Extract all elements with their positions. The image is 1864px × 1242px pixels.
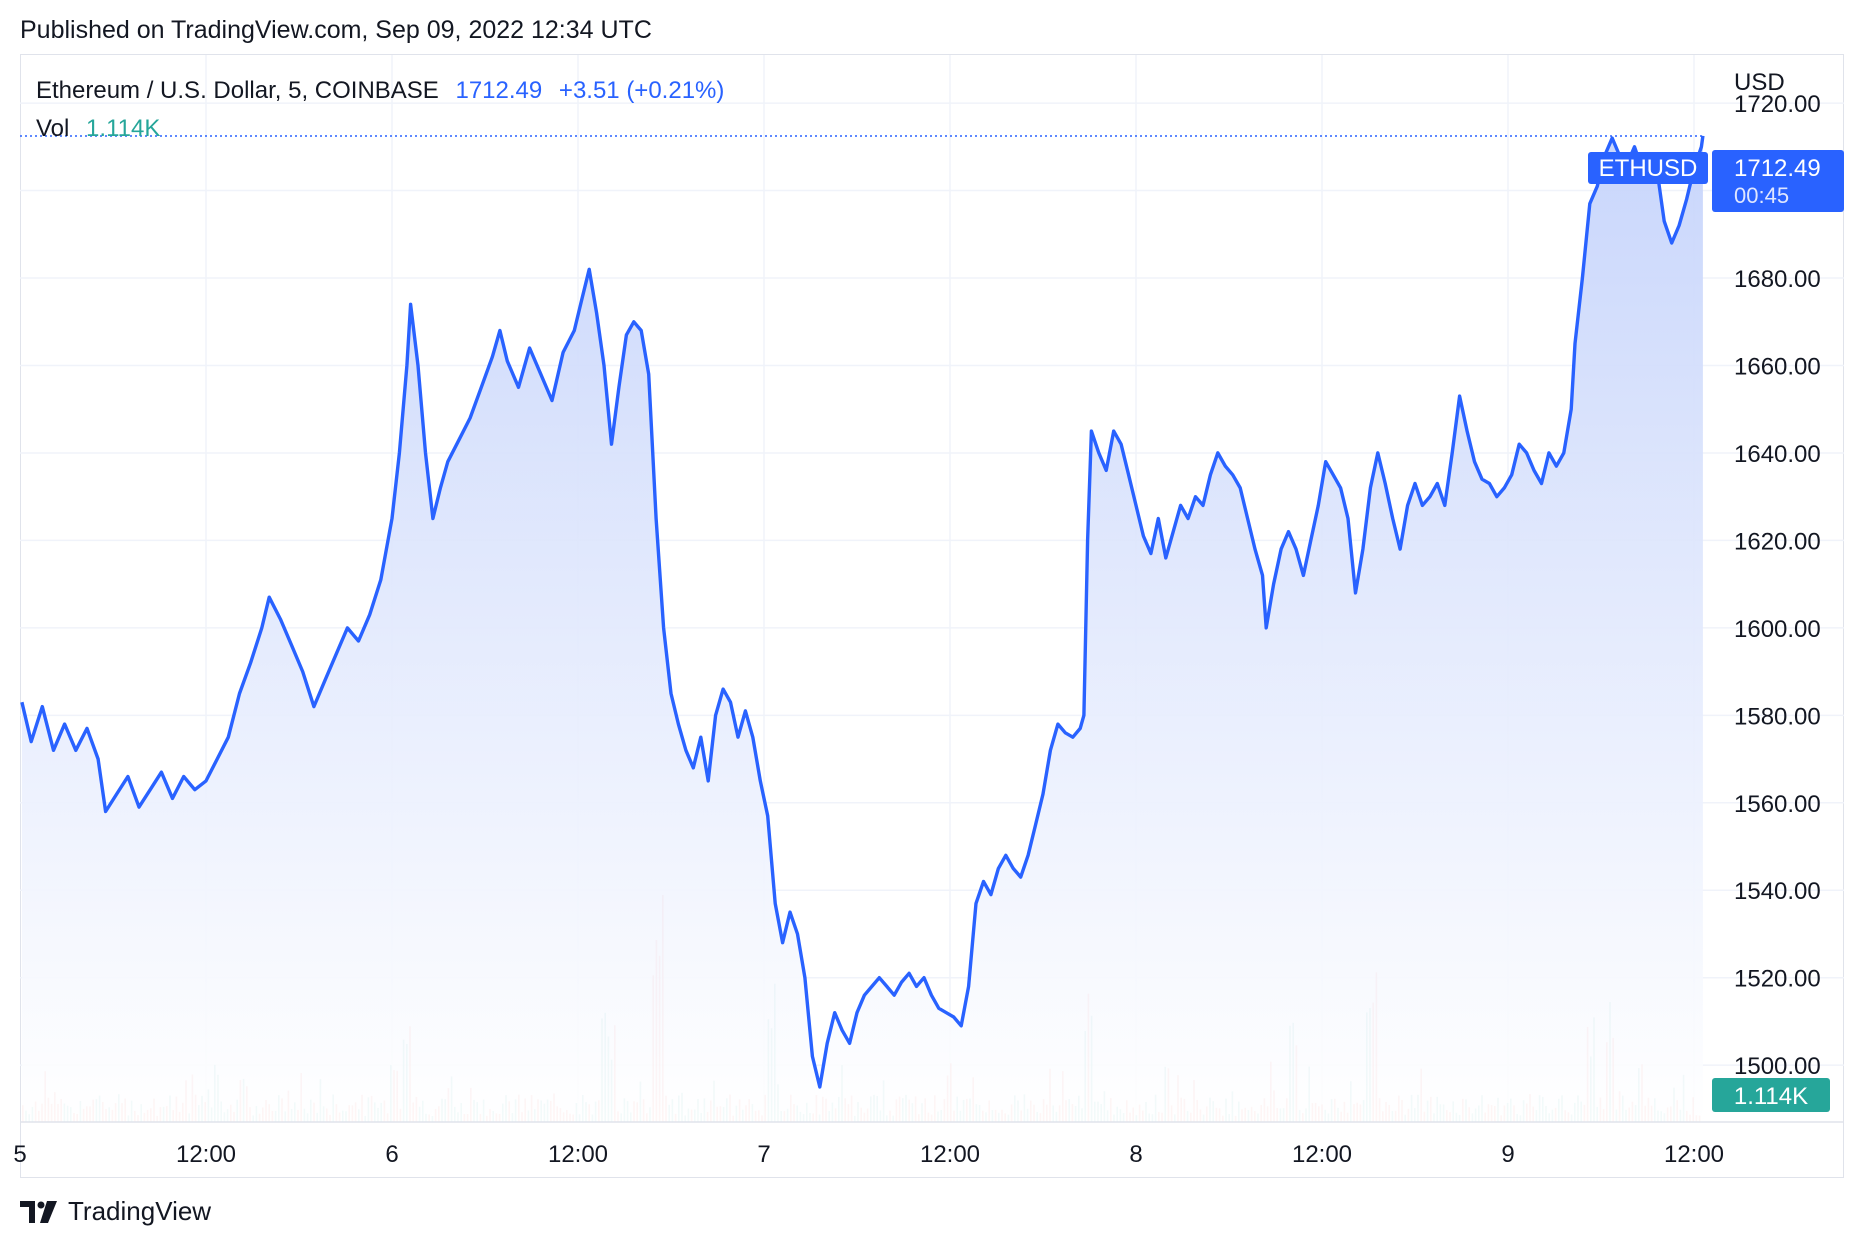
price-axis: USD1720.001700.001680.001660.001640.0016… [1734,69,1821,1080]
x-tick-label-2: 6 [385,1141,398,1168]
last-price-tag-value: 1712.49 [1734,155,1821,182]
x-tick-label-4: 7 [757,1141,770,1168]
published-caption: Published on TradingView.com, Sep 09, 20… [20,16,652,44]
footer: TradingView [20,1196,211,1227]
x-tick-label-0: 5 [13,1141,26,1168]
y-tick-label-10: 1520.00 [1734,966,1821,993]
symbol-tag [1588,152,1708,184]
legend-symbol: Ethereum / U.S. Dollar, 5, COINBASE [36,77,439,104]
y-tick-label-7: 1580.00 [1734,703,1821,730]
y-tick-label-4: 1640.00 [1734,441,1821,468]
y-tick-label-0: 1720.00 [1734,91,1821,118]
symbol-tag-label: ETHUSD [1599,155,1698,182]
y-tick-label-11: 1500.00 [1734,1053,1821,1080]
y-tick-label-2: 1680.00 [1734,266,1821,293]
time-axis: 5 12:00 6 12:00 7 12:00 8 12:00 9 12:00 [13,1121,1844,1168]
legend-change: +3.51 (+0.21%) [558,77,725,104]
last-price-tag [1712,150,1844,212]
x-tick-label-8: 9 [1501,1141,1514,1168]
x-tick-label-9: 12:00 [1664,1141,1724,1168]
legend-volume-row: Vol 1.114K [36,110,724,148]
y-tick-label-8: 1560.00 [1734,791,1821,818]
y-tick-label-9: 1540.00 [1734,878,1821,905]
price-line [20,135,1705,1089]
chart-frame[interactable] [20,54,1844,1178]
chart-legend: Ethereum / U.S. Dollar, 5, COINBASE 1712… [36,72,724,148]
y-tick-label-6: 1600.00 [1734,616,1821,643]
tradingview-logo-icon [20,1200,57,1223]
x-tick-label-6: 8 [1129,1141,1142,1168]
x-tick-label-3: 12:00 [548,1141,608,1168]
currency-label: USD [1734,69,1785,96]
volume-tag [1712,1078,1830,1112]
y-tick-label-3: 1660.00 [1734,353,1821,380]
x-tick-label-1: 12:00 [176,1141,236,1168]
price-area [20,135,1705,1122]
countdown-label: 00:45 [1734,183,1789,208]
x-tick-label-5: 12:00 [920,1141,980,1168]
legend-volume-value: 1.114K [86,115,161,142]
price-area-fill [21,135,1703,1122]
x-tick-label-7: 12:00 [1292,1141,1352,1168]
legend-symbol-row: Ethereum / U.S. Dollar, 5, COINBASE 1712… [36,72,724,110]
y-tick-label-5: 1620.00 [1734,528,1821,555]
volume-tag-value: 1.114K [1734,1083,1808,1110]
footer-brand: TradingView [68,1196,212,1226]
legend-price: 1712.49 [455,77,543,104]
legend-volume-label: Vol [36,115,70,142]
